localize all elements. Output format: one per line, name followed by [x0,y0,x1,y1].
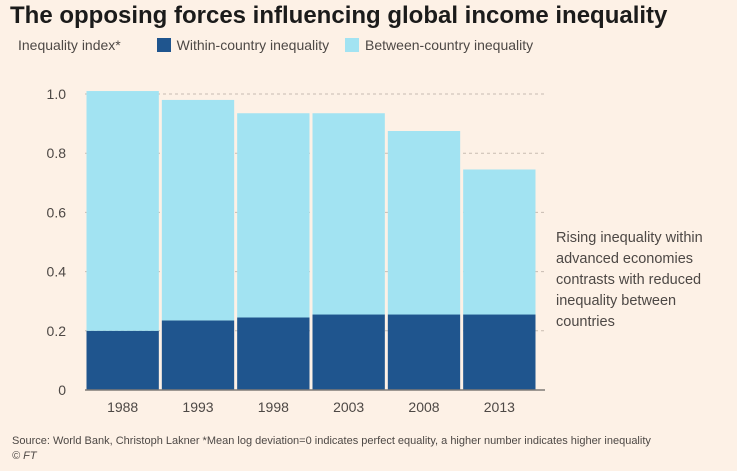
bar-within [237,317,310,390]
ft-credit: © FT [12,450,37,462]
bar-between [463,169,536,315]
bar-within [312,314,385,390]
bar-within [86,330,159,390]
legend: Inequality index* Within-country inequal… [18,37,545,53]
y-axis-label: Inequality index* [18,37,121,53]
bar-between [312,113,385,315]
bar-within [387,314,461,390]
bar-within [463,314,536,390]
x-tick-label: 1988 [107,399,138,415]
chart-title: The opposing forces influencing global i… [10,2,668,29]
x-tick-label: 2003 [333,399,364,415]
y-tick-label: 0.6 [47,204,67,220]
legend-swatch-between [345,38,360,52]
x-tick-label: 1993 [182,399,213,415]
legend-item-between: Between-country inequality [345,37,533,53]
x-tick-label: 2008 [408,399,439,415]
bar-within [161,320,235,390]
bar-between [86,91,159,331]
bar-between [237,113,310,318]
x-tick-label: 1998 [258,399,289,415]
legend-item-within: Within-country inequality [156,37,330,53]
y-tick-label: 1.0 [47,86,67,102]
y-tick-label: 0.4 [47,264,67,280]
legend-label-between: Between-country inequality [365,37,534,53]
legend-swatch-within [156,38,171,52]
y-tick-label: 0 [58,382,66,398]
source-note: Source: World Bank, Christoph Lakner *Me… [12,435,651,447]
y-tick-label: 0.8 [47,145,67,161]
legend-label-within: Within-country inequality [176,37,330,53]
bar-between [161,99,235,321]
x-tick-label: 2013 [484,399,515,415]
chart-annotation: Rising inequality within advanced econom… [556,230,703,330]
y-tick-label: 0.2 [47,323,67,339]
bar-between [387,131,461,315]
